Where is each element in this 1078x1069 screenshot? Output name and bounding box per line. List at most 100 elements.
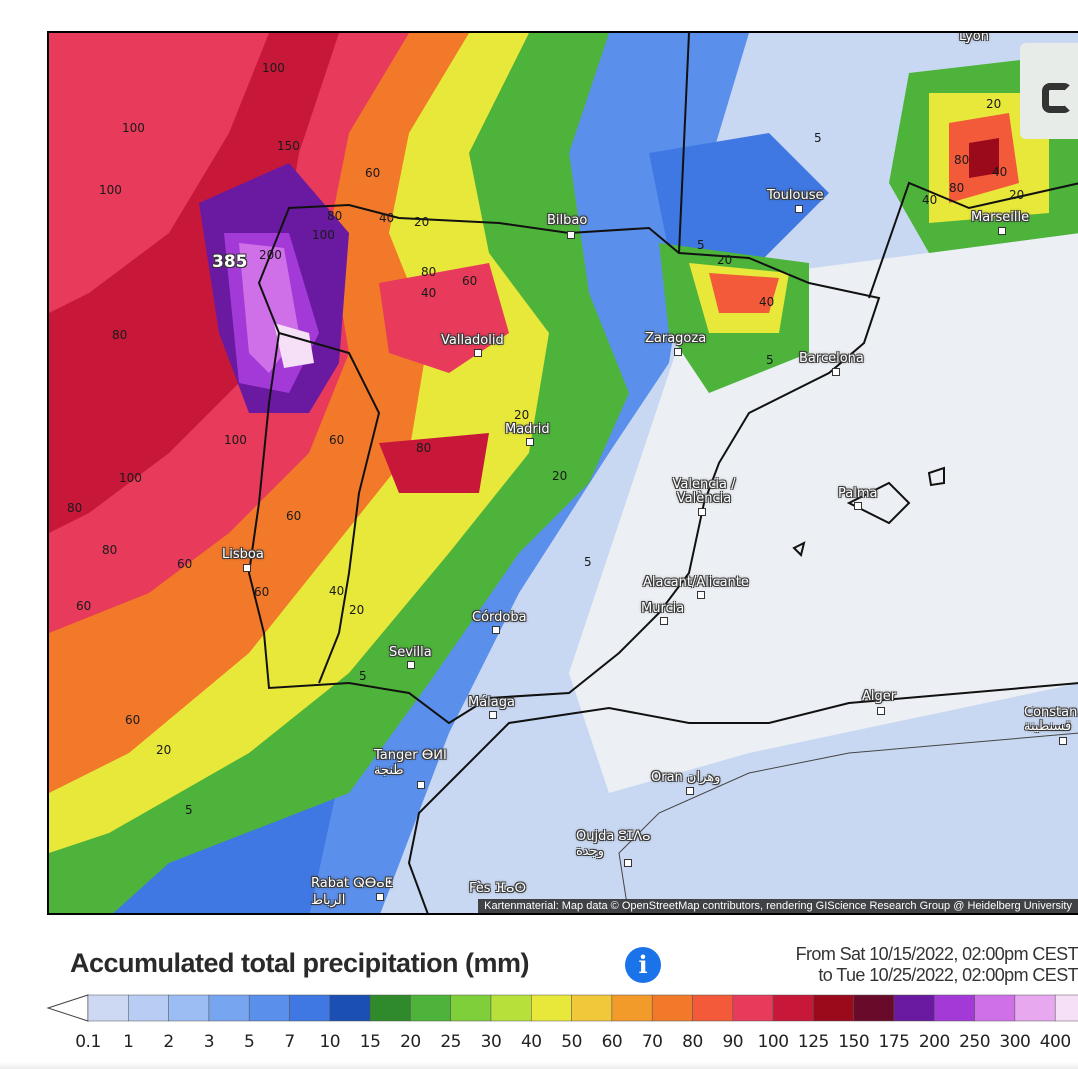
- contour-label: 100: [99, 183, 122, 197]
- city-label: Toulouse: [767, 188, 824, 203]
- scale-swatch: [651, 994, 693, 1022]
- scale-label: 15: [359, 1032, 381, 1052]
- scale-swatch: [813, 994, 854, 1022]
- scale-label: 90: [722, 1032, 744, 1052]
- contour-label: 5: [697, 238, 705, 252]
- city-label: Sevilla: [389, 645, 432, 660]
- date-from: From Sat 10/15/2022, 02:00pm CEST: [795, 944, 1078, 964]
- city-label: Valencia / València: [672, 477, 736, 506]
- city-label: Fès ⴼⴰⵙ: [469, 881, 526, 896]
- contour-label: 80: [949, 181, 965, 195]
- scale-label: 40: [520, 1032, 542, 1052]
- scale-label: 5: [244, 1032, 255, 1052]
- city-marker: [624, 859, 632, 867]
- city-label: Murcia: [641, 601, 685, 616]
- contour-label: 20: [514, 408, 530, 422]
- scale-label: 1: [123, 1032, 134, 1052]
- scale-swatch: [1054, 994, 1078, 1022]
- city-marker: [877, 707, 885, 715]
- map-image: [49, 33, 1078, 913]
- scale-label: 20: [400, 1032, 421, 1052]
- scale-swatch: [289, 994, 331, 1022]
- scale-swatch: [369, 994, 411, 1022]
- city-marker: [697, 591, 705, 599]
- scale-swatch: [128, 994, 169, 1022]
- scale-swatch: [571, 994, 613, 1022]
- precipitation-map[interactable]: 100 100 100 150 100 80 60 40 20 20 200 1…: [47, 31, 1078, 915]
- scale-swatch: [853, 994, 895, 1022]
- color-scale: [46, 994, 1078, 1022]
- city-marker: [660, 617, 668, 625]
- contour-label: 60: [329, 433, 345, 447]
- city-marker: [474, 349, 482, 357]
- contour-label: 40: [379, 211, 395, 225]
- scale-swatch: [168, 994, 210, 1022]
- city-marker: [526, 438, 534, 446]
- city-label: Zaragoza: [645, 331, 707, 346]
- city-label: Málaga: [468, 695, 515, 710]
- scale-swatch: [1014, 994, 1056, 1022]
- contour-label: 80: [102, 543, 118, 557]
- scale-swatch: [893, 994, 935, 1022]
- city-marker: [243, 564, 251, 572]
- city-marker: [376, 893, 384, 901]
- scale-label: 3: [203, 1032, 215, 1052]
- scale-label: 50: [561, 1032, 582, 1052]
- scale-swatch: [87, 994, 129, 1022]
- scale-label: 2: [163, 1032, 174, 1052]
- contour-label: 100: [262, 61, 285, 75]
- scale-swatch: [329, 994, 371, 1022]
- city-marker: [407, 661, 415, 669]
- contour-label: 5: [185, 803, 193, 817]
- contour-label: 20: [349, 603, 365, 617]
- city-marker: [854, 502, 862, 510]
- contour-label: 40: [421, 286, 437, 300]
- date-to: to Tue 10/25/2022, 02:00pm CEST: [818, 965, 1078, 985]
- max-value-label: 385: [212, 252, 248, 272]
- contour-label: 20: [156, 743, 172, 757]
- scale-swatch: [772, 994, 814, 1022]
- city-marker: [998, 227, 1006, 235]
- scale-label: 70: [641, 1032, 663, 1052]
- contour-label: 60: [365, 166, 381, 180]
- contour-label: 20: [986, 97, 1002, 111]
- scale-swatch: [531, 994, 572, 1022]
- city-marker: [795, 205, 803, 213]
- contour-label: 80: [421, 265, 437, 279]
- scale-label: 175: [878, 1032, 910, 1052]
- contour-label: 5: [359, 669, 367, 683]
- scale-label: 400: [1039, 1032, 1071, 1052]
- scale-label: 7: [284, 1032, 295, 1052]
- city-label: Palma: [838, 486, 878, 501]
- contour-label: 100: [312, 228, 335, 242]
- contour-label: 100: [224, 433, 247, 447]
- scale-swatch: [934, 994, 975, 1022]
- city-marker: [417, 781, 425, 789]
- scale-swatch: [410, 994, 451, 1022]
- contour-label: 150: [277, 139, 300, 153]
- scale-label: 0.1: [75, 1032, 101, 1052]
- map-attribution[interactable]: Kartenmaterial: Map data © OpenStreetMap…: [478, 899, 1078, 913]
- contour-label: 80: [67, 501, 83, 515]
- contour-label: 60: [125, 713, 141, 727]
- city-label: Alacant/Alicante: [643, 575, 749, 590]
- contour-label: 20: [717, 253, 733, 267]
- color-scale-labels: 0.1 1 2 3 5 7 10 15 20 25 30 40 50 60 70 80 90 100 125 150 1…: [0, 1032, 1078, 1052]
- scale-label: 200: [918, 1032, 950, 1052]
- city-label: Lyon: [959, 31, 989, 44]
- scale-label: 300: [999, 1032, 1031, 1052]
- city-label: Bilbao: [547, 213, 588, 228]
- contour-label: 60: [76, 599, 92, 613]
- contour-label: 60: [254, 585, 270, 599]
- city-marker: [832, 368, 840, 376]
- scale-label: 80: [682, 1032, 703, 1052]
- contour-label: 60: [177, 557, 193, 571]
- city-label: Valladolid: [441, 333, 504, 348]
- contour-label: 20: [1009, 188, 1025, 202]
- contour-label: 80: [416, 441, 432, 455]
- scale-swatch: [450, 994, 492, 1022]
- contour-label: 80: [112, 328, 128, 342]
- city-marker: [1059, 737, 1067, 745]
- city-label: Marseille: [971, 210, 1030, 225]
- info-icon[interactable]: i: [625, 947, 661, 983]
